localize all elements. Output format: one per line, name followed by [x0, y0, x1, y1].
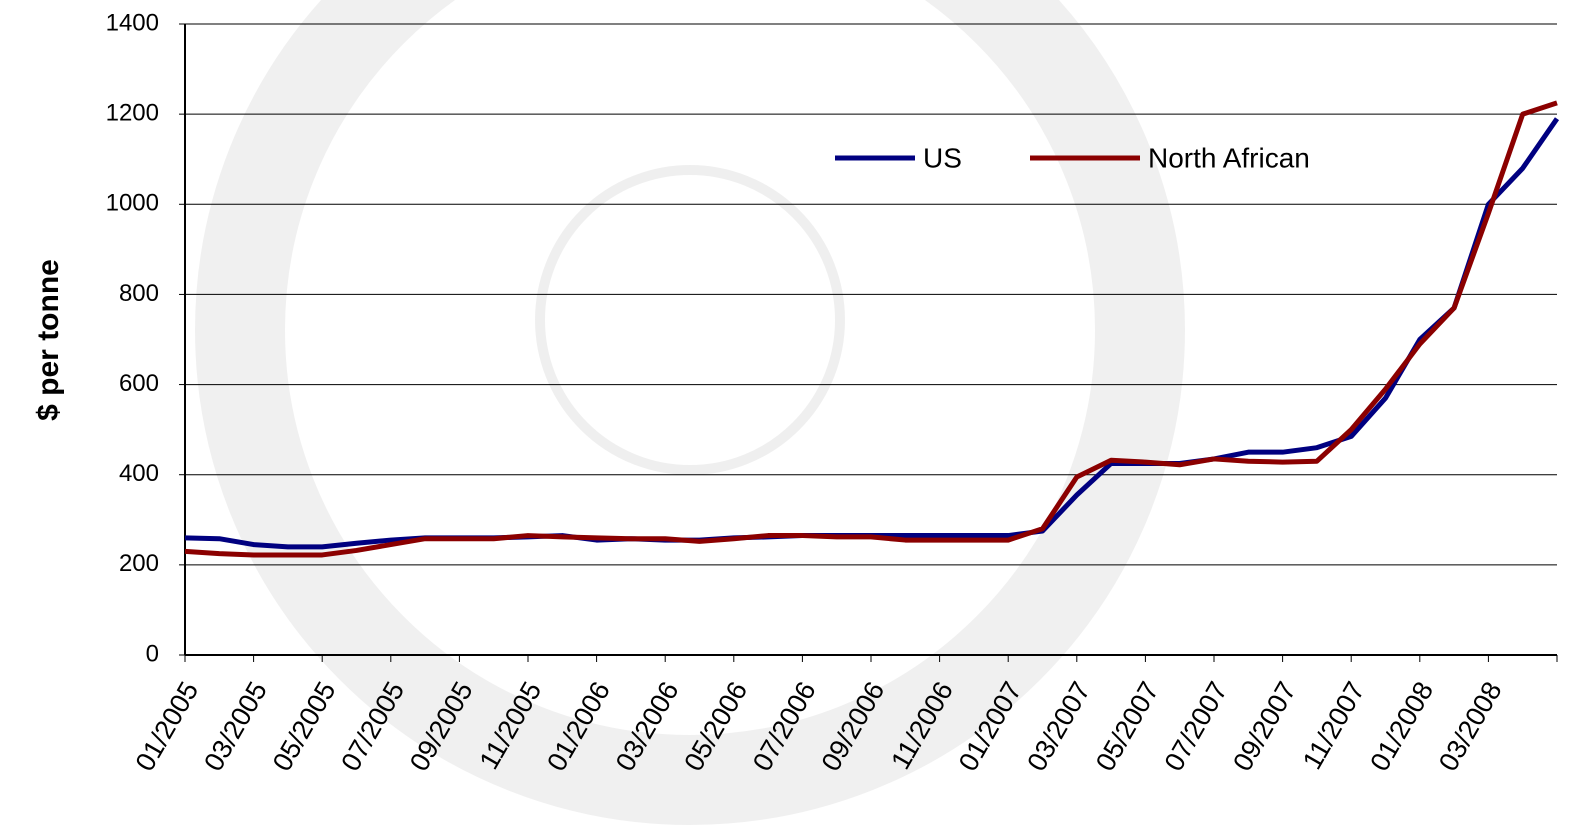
series-line [185, 119, 1557, 547]
y-tick-label: 200 [119, 550, 159, 577]
x-tick-label: 03/2005 [198, 677, 273, 777]
watermark [240, 0, 1140, 780]
y-tick-label: 400 [119, 460, 159, 487]
y-tick-label: 600 [119, 370, 159, 397]
series-line [185, 103, 1557, 555]
y-tick-label: 1000 [106, 190, 159, 217]
x-tick-label: 05/2007 [1090, 677, 1165, 777]
legend-label: US [923, 142, 962, 173]
x-tick-label: 01/2008 [1364, 677, 1439, 777]
y-tick-label: 800 [119, 280, 159, 307]
x-tick-label: 01/2005 [130, 677, 205, 777]
legend-label: North African [1148, 142, 1310, 173]
x-tick-label: 03/2007 [1021, 677, 1096, 777]
x-tick-label: 03/2008 [1433, 677, 1508, 777]
x-tick-label: 09/2007 [1227, 677, 1302, 777]
chart: $ per tonne 0 200 400 600 800 1000 1200 1400 01/… [0, 0, 1595, 835]
y-axis-label: $ per tonne [32, 259, 65, 421]
x-tick-label: 07/2007 [1159, 677, 1234, 777]
y-tick-label: 0 [146, 640, 159, 667]
x-tick-label: 11/2007 [1297, 677, 1371, 775]
y-tick-label: 1400 [106, 9, 159, 36]
x-tick-label: 05/2005 [267, 677, 342, 777]
y-tick-label: 1200 [106, 99, 159, 126]
